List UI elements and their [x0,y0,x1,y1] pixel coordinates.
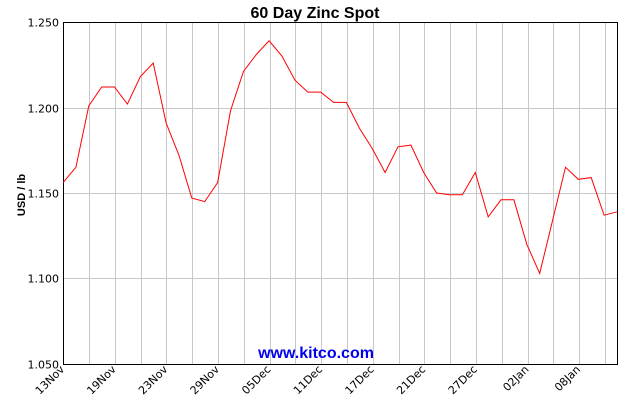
y-axis-label: USD / lb [16,174,28,216]
x-tick-label: 17Dec [343,363,377,397]
y-tick-label: 1.050 [28,359,60,372]
plot-frame [63,22,618,365]
y-tick-label: 1.150 [28,188,60,201]
x-ticks: 13Nov 19Nov 23Nov 29Nov 05Dec 11Dec 17Dec 21Dec… [33,363,583,398]
x-tick-label: 08Jan [552,363,583,394]
x-tick-label: 21Dec [394,363,428,397]
x-tick-label: 27Dec [446,363,480,397]
x-tick-label: 29Nov [188,363,223,398]
y-ticks: 1.050 1.100 1.150 1.200 1.250 [28,17,60,372]
grid [63,22,617,365]
watermark[interactable]: www.kitco.com [257,345,374,362]
chart-title: 60 Day Zinc Spot [251,5,381,22]
series-line [62,40,618,275]
y-tick-label: 1.250 [28,17,60,30]
x-tick-label: 05Dec [239,363,273,397]
y-tick-label: 1.100 [28,273,60,286]
x-tick-label: 19Nov [84,363,119,398]
x-tick-label: 02Jan [500,363,531,394]
x-tick-label: 23Nov [136,363,171,398]
x-tick-label: 11Dec [291,363,325,397]
y-tick-label: 1.200 [28,103,60,116]
